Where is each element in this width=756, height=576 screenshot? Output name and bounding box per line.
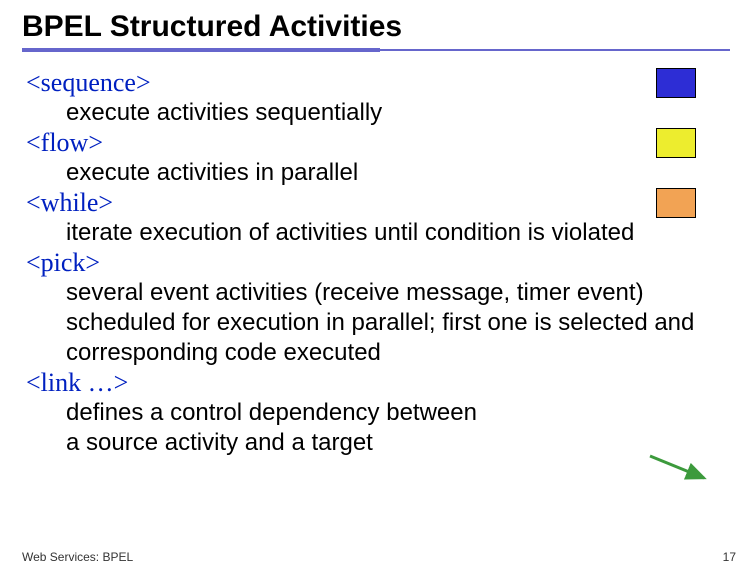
footer-page-number: 17 — [723, 550, 736, 564]
activity-tag: <while> — [26, 188, 732, 218]
footer-left: Web Services: BPEL — [22, 550, 133, 564]
activity-desc: execute activities in parallel — [26, 158, 732, 188]
underline-thin — [380, 49, 730, 51]
activity-tag: <sequence> — [26, 68, 732, 98]
activity-desc: execute activities sequentially — [26, 98, 732, 128]
activity-desc: iterate execution of activities until co… — [26, 218, 732, 248]
activity-item: <sequence> execute activities sequential… — [26, 68, 732, 128]
content-area: <sequence> execute activities sequential… — [0, 52, 756, 458]
activity-tag: <flow> — [26, 128, 732, 158]
slide-title: BPEL Structured Activities — [0, 0, 756, 46]
activity-desc: several event activities (receive messag… — [26, 278, 732, 368]
legend-swatch-flow — [656, 128, 696, 158]
activity-tag: <pick> — [26, 248, 732, 278]
activity-item: <while> iterate execution of activities … — [26, 188, 732, 248]
legend-swatch-while — [656, 188, 696, 218]
title-underline — [22, 48, 756, 52]
activity-desc: defines a control dependency between a s… — [26, 398, 732, 458]
underline-thick — [22, 48, 380, 52]
arrow-line — [650, 456, 704, 478]
arrow-icon — [646, 450, 716, 486]
activity-item: <link …> defines a control dependency be… — [26, 368, 732, 458]
activity-item: <flow> execute activities in parallel — [26, 128, 732, 188]
link-arrow — [646, 450, 716, 491]
activity-tag: <link …> — [26, 368, 732, 398]
legend-swatch-sequence — [656, 68, 696, 98]
activity-item: <pick> several event activities (receive… — [26, 248, 732, 368]
